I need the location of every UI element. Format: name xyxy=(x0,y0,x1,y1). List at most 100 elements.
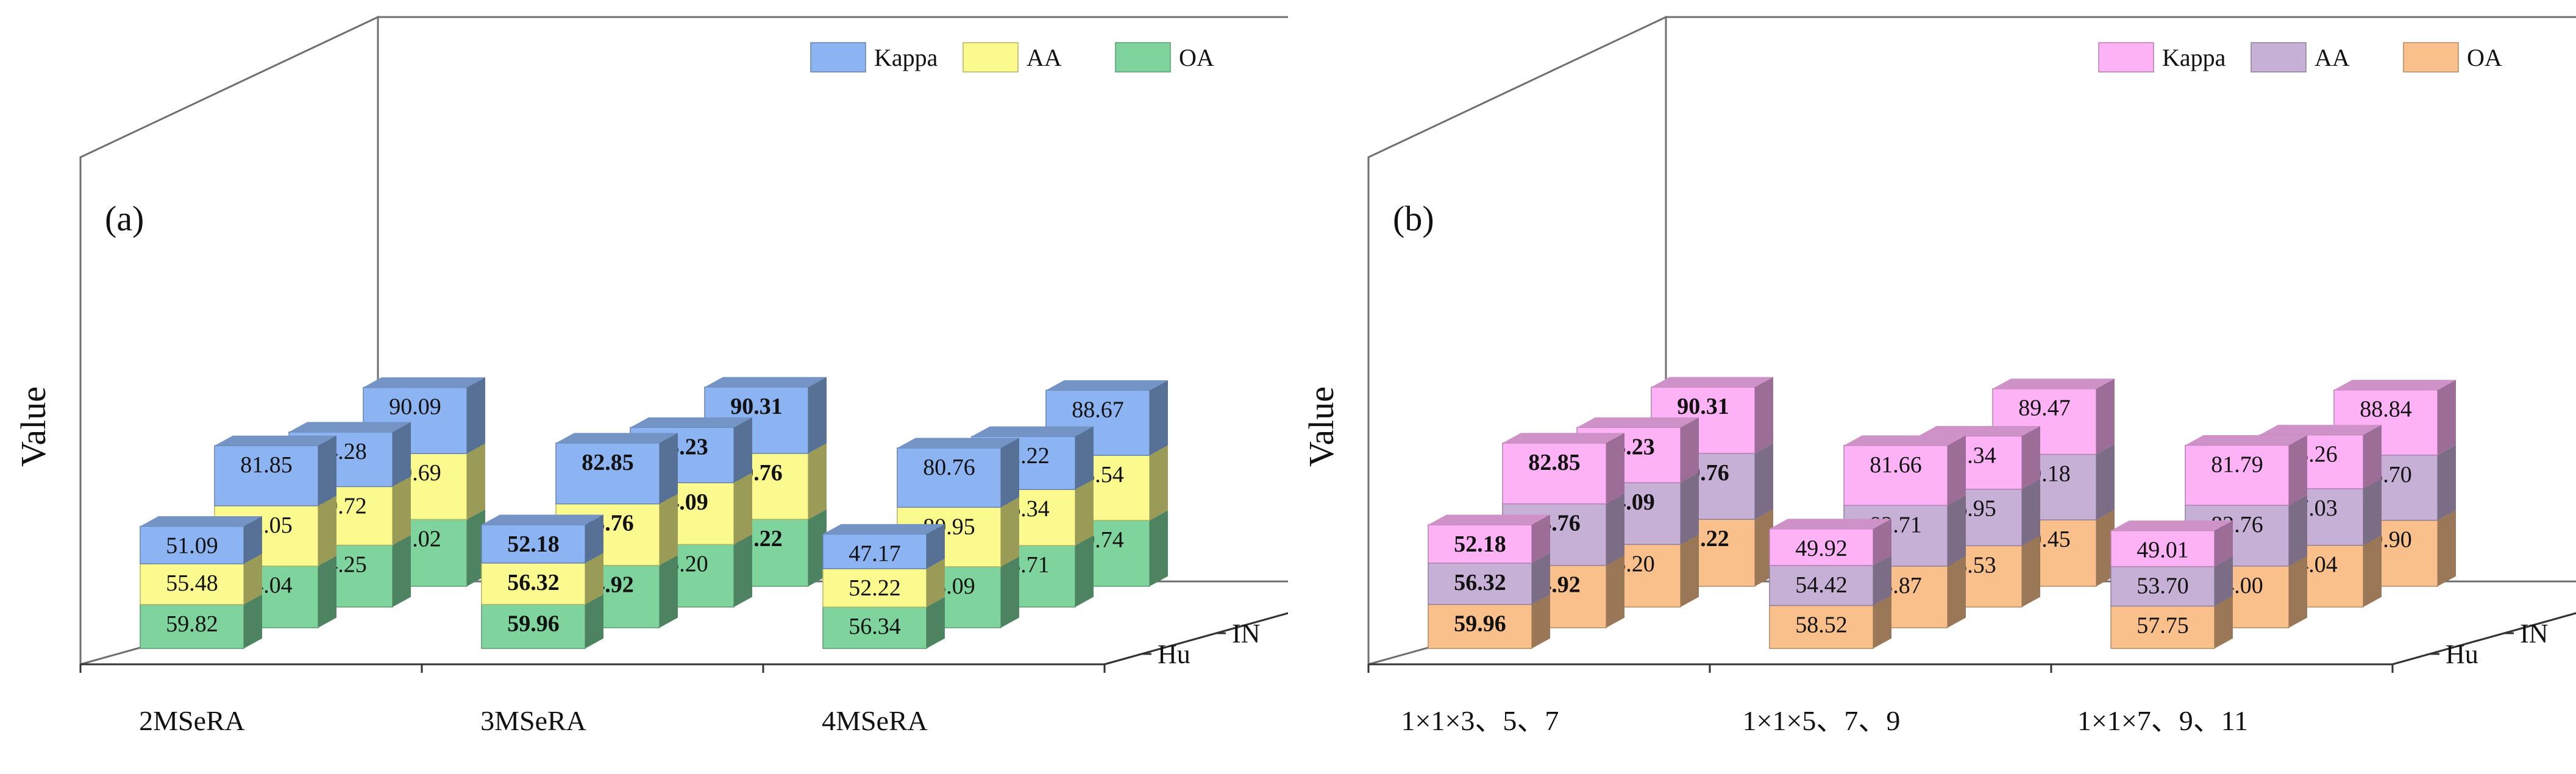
bar-top-kappa xyxy=(1918,425,2040,436)
bar-side-oa xyxy=(1075,535,1094,607)
bar-top-kappa xyxy=(1428,514,1550,525)
bar-side-kappa xyxy=(1075,426,1094,490)
depth-label: IN xyxy=(1232,619,1260,648)
data-label: 57.75 xyxy=(2137,612,2189,638)
data-label: 88.67 xyxy=(1072,397,1124,422)
legend-label: OA xyxy=(1179,44,1214,71)
data-label: 56.32 xyxy=(1454,570,1506,595)
data-label: 90.31 xyxy=(730,394,783,419)
bar-side-aa xyxy=(467,443,485,520)
category-label: 1×1×5、7、9 xyxy=(1743,705,1901,736)
bar-side-kappa xyxy=(244,516,262,564)
data-label: 81.79 xyxy=(2211,452,2263,477)
bar-top-kappa xyxy=(1577,417,1699,428)
data-label: 52.22 xyxy=(849,575,901,601)
data-label: 47.17 xyxy=(849,541,901,566)
bar-top-kappa xyxy=(215,435,336,446)
bar-side-aa xyxy=(244,553,262,605)
bar-side-kappa xyxy=(393,422,411,487)
bar-side-aa xyxy=(927,558,945,608)
bar-segment-aa xyxy=(1769,565,1874,606)
bar-side-oa xyxy=(2096,509,2115,586)
bar-side-oa xyxy=(1001,556,1019,628)
depth-axis-line xyxy=(2392,612,2576,666)
bar-side-aa xyxy=(1948,495,1966,566)
bar-side-oa xyxy=(1150,510,1168,586)
bar-side-oa xyxy=(2438,510,2456,586)
bar-side-kappa xyxy=(1150,380,1168,456)
bar-side-kappa xyxy=(734,417,752,483)
bar-side-kappa xyxy=(808,377,827,453)
data-label: 53.70 xyxy=(2137,573,2189,599)
data-label: 88.84 xyxy=(2360,397,2412,422)
data-label: 59.96 xyxy=(1454,611,1506,637)
legend-label: OA xyxy=(2467,44,2502,71)
bar-side-aa xyxy=(2215,556,2233,606)
legend-swatch xyxy=(810,42,866,73)
bar-side-oa xyxy=(393,534,411,607)
bar-side-oa xyxy=(660,555,678,628)
data-label: 89.47 xyxy=(2018,396,2071,421)
bar-top-kappa xyxy=(1770,519,1891,529)
category-label: 3MSeRA xyxy=(480,705,586,736)
chart-panel-a: HuINKYSV2MSeRA3MSeRA4MSeRAValue(a)91.028… xyxy=(13,15,1288,736)
bar-top-kappa xyxy=(2260,425,2382,435)
bar-segment-kappa xyxy=(555,442,660,505)
data-label: 82.85 xyxy=(1528,450,1581,475)
data-label: 52.18 xyxy=(1454,531,1506,557)
legend-swatch xyxy=(2250,42,2307,73)
bar-side-aa xyxy=(2022,479,2040,546)
bar-side-kappa xyxy=(2438,380,2456,455)
bar-top-kappa xyxy=(705,377,827,388)
bar-side-aa xyxy=(1606,494,1624,566)
bar-side-oa xyxy=(318,556,336,628)
data-label: 51.09 xyxy=(166,533,218,559)
bar-side-kappa xyxy=(1001,438,1019,508)
bar-segment-oa xyxy=(1428,603,1532,649)
bar-top-kappa xyxy=(823,524,945,534)
bar-top-kappa xyxy=(972,426,1094,437)
bar-side-aa xyxy=(585,553,603,605)
bar-side-aa xyxy=(2289,495,2307,566)
bar-side-kappa xyxy=(927,524,945,569)
data-label: 82.85 xyxy=(582,450,634,475)
bar-top-kappa xyxy=(630,417,752,428)
bar-side-oa xyxy=(244,594,262,648)
bar-side-aa xyxy=(2438,445,2456,520)
bar-side-kappa xyxy=(585,514,603,563)
bar-side-oa xyxy=(2363,535,2382,607)
data-label: 59.82 xyxy=(166,611,218,637)
data-label: 90.31 xyxy=(1677,394,1729,419)
bar-side-oa xyxy=(734,534,752,607)
bar-side-oa xyxy=(1948,556,1966,628)
legend-label: Kappa xyxy=(874,44,938,71)
bar-side-aa xyxy=(1150,445,1168,520)
bar-side-kappa xyxy=(1532,514,1550,563)
legend-swatch xyxy=(1115,42,1171,73)
bar-segment-kappa xyxy=(214,445,319,506)
category-label: 2MSeRA xyxy=(139,705,245,736)
data-label: 58.52 xyxy=(1795,612,1848,637)
chart-panel-b: HuINKYSV1×1×3、5、71×1×5、7、91×1×7、9、11Valu… xyxy=(1301,15,2576,736)
bar-top-kappa xyxy=(1993,378,2115,389)
bar-side-oa xyxy=(2022,535,2040,607)
legend-label: AA xyxy=(1026,44,1062,71)
data-label: 59.96 xyxy=(507,611,560,637)
bar-side-kappa xyxy=(2215,520,2233,567)
category-label: 1×1×7、9、11 xyxy=(2077,705,2248,736)
floor-right-edge xyxy=(1104,612,1288,666)
bar-top-kappa xyxy=(2185,435,2307,446)
data-label: 90.09 xyxy=(389,394,441,420)
bar-side-oa xyxy=(1532,594,1550,648)
depth-axis-line xyxy=(1104,612,1288,666)
bar-segment-kappa xyxy=(1502,442,1607,505)
bar-top-kappa xyxy=(897,438,1019,449)
bar-side-oa xyxy=(2215,595,2233,648)
bar-segment-oa xyxy=(2110,605,2215,649)
bar-side-aa xyxy=(1001,497,1019,567)
data-label: 80.76 xyxy=(923,455,975,480)
legend-swatch xyxy=(2098,42,2154,73)
data-label: 81.66 xyxy=(1870,452,1922,478)
bar-side-aa xyxy=(808,443,827,520)
